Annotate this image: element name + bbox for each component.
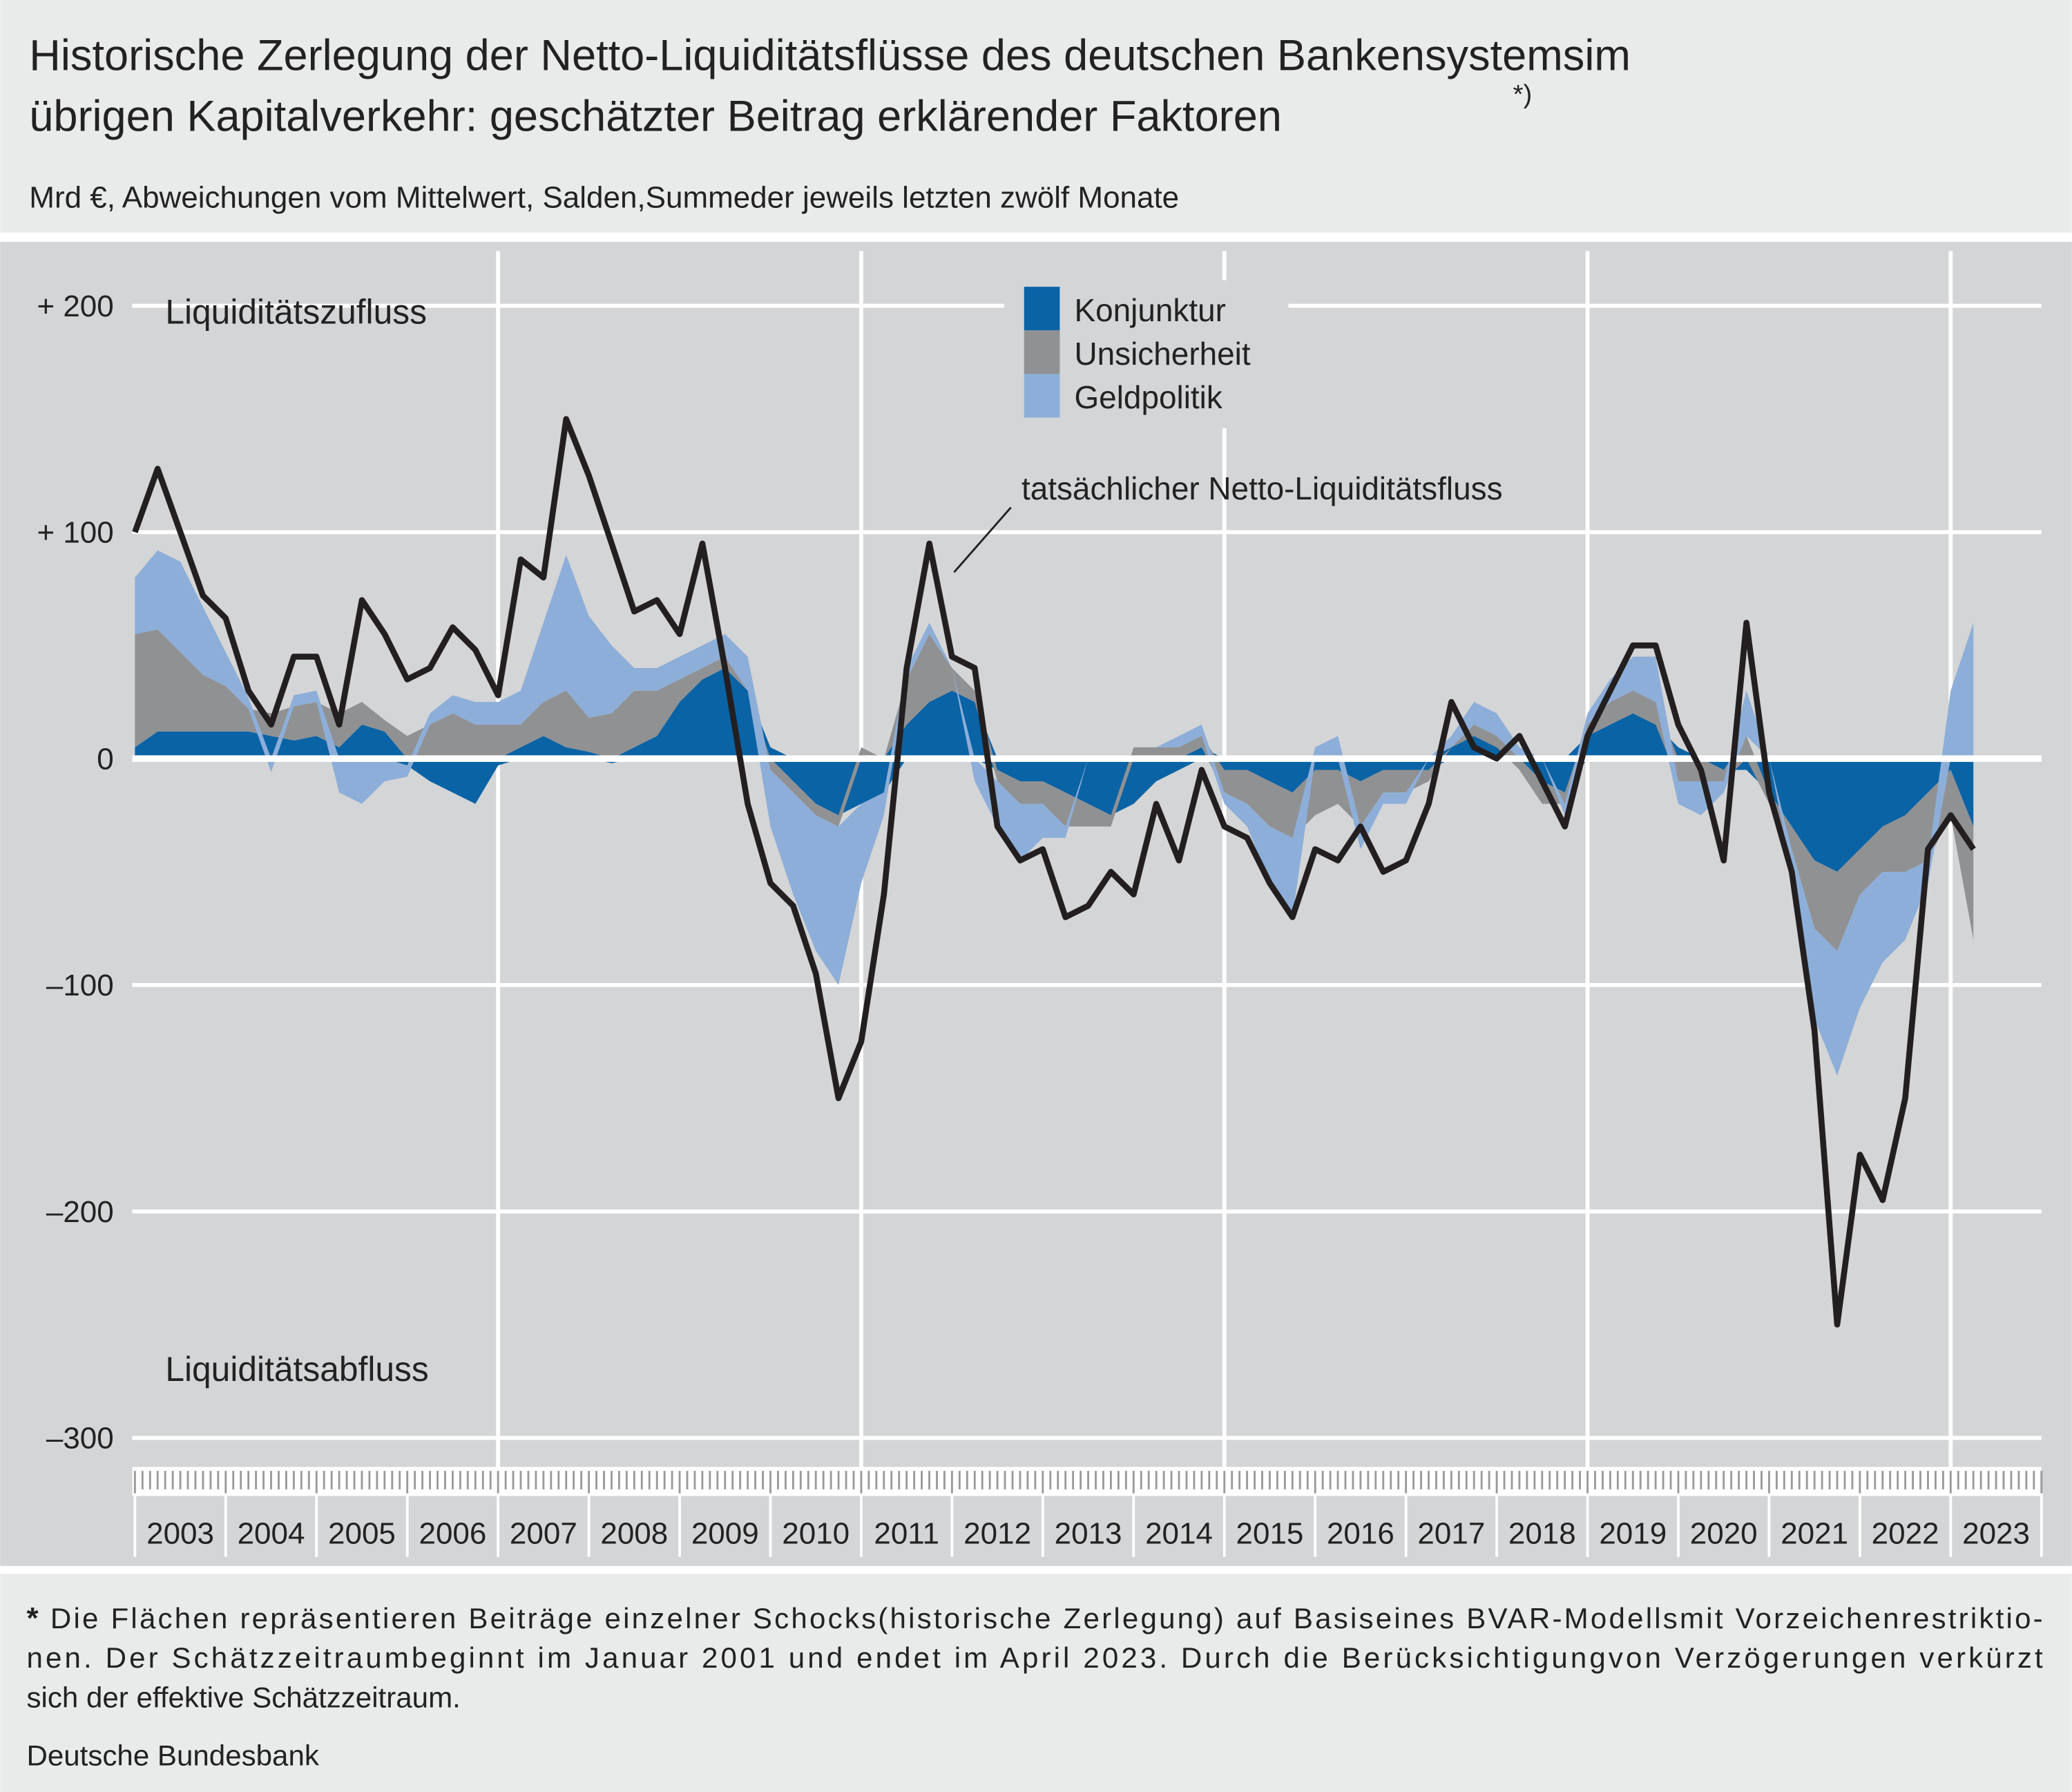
y-tick-label: –300 — [46, 1422, 114, 1456]
annotation: Liquiditätsabfluss — [165, 1350, 428, 1389]
footnote-line: Die Flächen repräsentieren Beiträge einz… — [50, 1602, 2043, 1634]
x-tick-label: 2009 — [691, 1516, 759, 1550]
footnote-line: nen. Der Schätzzeitraumbeginnt im Januar… — [26, 1641, 2043, 1674]
subtitle: Mrd €, Abweichungen vom Mittelwert, Sald… — [29, 180, 1179, 214]
x-tick-label: 2018 — [1508, 1516, 1576, 1550]
x-tick-label: 2020 — [1690, 1516, 1758, 1550]
x-tick-label: 2010 — [782, 1516, 850, 1550]
footnote-line: sich der effektive Schätzzeitraum. — [26, 1681, 460, 1714]
x-tick-label: 2015 — [1236, 1516, 1304, 1550]
area — [135, 629, 1974, 951]
x-tick-label: 2008 — [600, 1516, 668, 1550]
source: Deutsche Bundesbank — [26, 1739, 319, 1772]
x-tick-label: 2012 — [963, 1516, 1031, 1550]
y-tick-label: + 200 — [37, 289, 113, 323]
area — [135, 550, 1974, 1076]
legend-swatch — [1024, 287, 1060, 331]
x-tick-label: 2005 — [328, 1516, 396, 1550]
title-note: *) — [1513, 79, 1533, 109]
x-tick-label: 2004 — [238, 1516, 305, 1550]
y-tick-label: –200 — [46, 1195, 114, 1229]
x-tick-label: 2021 — [1781, 1516, 1848, 1550]
x-tick-label: 2016 — [1327, 1516, 1394, 1550]
x-tick-label: 2022 — [1872, 1516, 1939, 1550]
legend-swatch — [1024, 374, 1060, 418]
legend-label: Geldpolitik — [1074, 379, 1222, 415]
legend-label: Unsicherheit — [1074, 336, 1250, 372]
line-label: tatsächlicher Netto-Liquiditätsfluss — [1021, 470, 1503, 506]
x-tick-label: 2014 — [1145, 1516, 1213, 1550]
annotation: Liquiditätszufluss — [165, 293, 427, 332]
area — [135, 668, 1974, 872]
y-tick-label: + 100 — [37, 516, 113, 550]
separator — [0, 232, 2072, 242]
x-tick-label: 2023 — [1962, 1516, 2030, 1550]
x-tick-label: 2017 — [1417, 1516, 1485, 1550]
leader-line — [953, 506, 1012, 573]
legend-swatch — [1024, 330, 1060, 374]
x-tick-label: 2007 — [510, 1516, 577, 1550]
plot-bg — [0, 242, 2072, 1566]
footer-bg — [0, 1574, 2072, 1792]
x-tick-label: 2019 — [1599, 1516, 1667, 1550]
x-tick-label: 2006 — [419, 1516, 486, 1550]
footnote-marker: * — [26, 1601, 39, 1635]
axis-ruler — [132, 1467, 2042, 1496]
title-line: übrigen Kapitalverkehr: geschätzter Beit… — [29, 92, 1282, 140]
plot: + 200 + 100 0 –100 –200 –300 2003 2004 2005 2006 2… — [37, 251, 2043, 1557]
separator — [0, 1565, 2072, 1574]
y-tick-label: –100 — [46, 969, 114, 1002]
net-flow-line — [132, 416, 1976, 1328]
x-tick-label: 2013 — [1055, 1516, 1122, 1550]
y-tick-label: 0 — [97, 742, 113, 776]
title-line: Historische Zerlegung der Netto-Liquidit… — [29, 31, 1631, 79]
x-tick-label: 2011 — [874, 1516, 939, 1550]
x-tick-label: 2003 — [146, 1516, 214, 1550]
header-bg — [0, 0, 2072, 233]
legend-label: Konjunktur — [1074, 292, 1225, 328]
